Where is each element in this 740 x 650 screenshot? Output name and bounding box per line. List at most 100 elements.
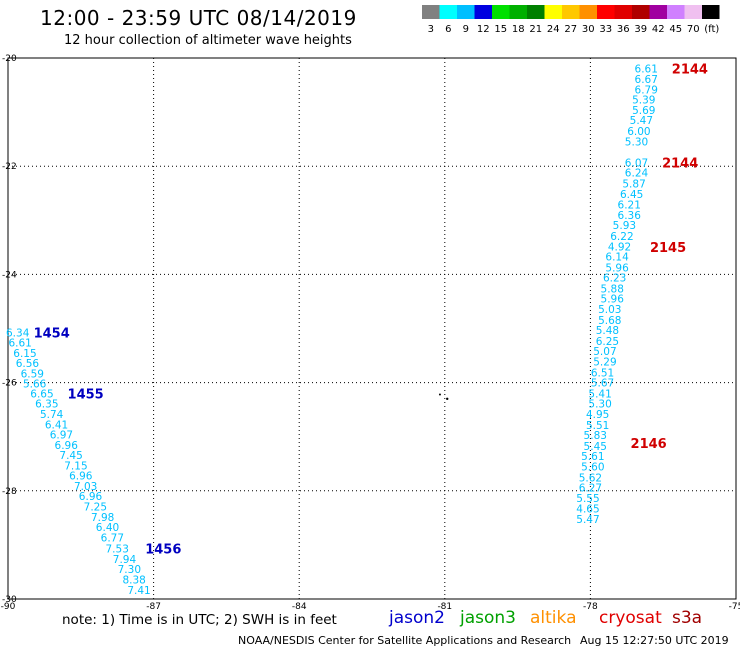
legend-tick-label: 30 xyxy=(582,24,595,35)
page-subtitle: 12 hour collection of altimeter wave hei… xyxy=(64,33,352,48)
wave-height-value: 6.36 xyxy=(618,210,642,222)
wave-height-value: 6.51 xyxy=(591,367,614,379)
wave-height-value: 5.93 xyxy=(613,220,636,232)
wave-height-value: 6.00 xyxy=(627,126,650,138)
wave-height-value: 6.59 xyxy=(21,368,44,380)
lat-tick-label: -22 xyxy=(2,162,17,172)
wave-height-value: 6.96 xyxy=(69,471,93,483)
wave-height-value: 5.69 xyxy=(632,105,655,117)
wave-height-value: 5.45 xyxy=(584,441,607,453)
legend-swatch xyxy=(422,5,440,19)
footer-note: note: 1) Time is in UTC; 2) SWH is in fe… xyxy=(62,612,337,628)
wave-height-value: 6.79 xyxy=(635,84,658,96)
island-marker xyxy=(438,393,441,396)
pass-time-label: 2144 xyxy=(672,62,708,77)
wave-height-map: -90 -87 -84 -81 -78 -75 -20 -22 -24 -26 -28 -30 6.34… xyxy=(1,54,740,612)
wave-height-value: 6.24 xyxy=(625,168,649,180)
legend-swatch xyxy=(562,5,580,19)
legend-tick-label: 42 xyxy=(652,24,665,35)
wave-height-value: 6.61 xyxy=(8,338,31,350)
wave-height-value: 7.41 xyxy=(127,585,150,597)
wave-height-value: 5.47 xyxy=(630,115,653,127)
wave-height-value: 5.87 xyxy=(622,179,645,191)
legend-tick-label: 33 xyxy=(599,24,612,35)
satellite-legend-jason3: jason3 xyxy=(460,608,516,628)
legend-swatch xyxy=(702,5,720,19)
legend-tick-label: 18 xyxy=(512,24,525,35)
legend-swatch xyxy=(527,5,545,19)
lat-tick-label: -20 xyxy=(2,54,17,64)
wave-height-value: 6.97 xyxy=(50,430,73,442)
wave-height-value: 7.25 xyxy=(84,501,107,513)
legend-swatch xyxy=(632,5,650,19)
legend-swatch xyxy=(649,5,667,19)
wave-height-value: 5.48 xyxy=(596,325,619,337)
wave-height-value: 7.30 xyxy=(118,564,141,576)
wave-height-value: 6.15 xyxy=(13,348,36,360)
wave-height-value: 6.27 xyxy=(579,483,602,495)
wave-height-value: 5.55 xyxy=(576,493,599,505)
wave-height-value: 6.34 xyxy=(6,327,30,339)
footer-timestamp: Aug 15 12:27:50 UTC 2019 xyxy=(580,634,729,647)
wave-height-value: 5.07 xyxy=(593,346,616,358)
satellite-legend-s3a: s3a xyxy=(672,608,703,628)
footer-credit: NOAA/NESDIS Center for Satellite Applica… xyxy=(238,634,572,647)
lon-tick-label: -78 xyxy=(583,602,598,612)
wave-height-value: 6.14 xyxy=(605,252,629,264)
legend-tick-label: 24 xyxy=(547,24,560,35)
lon-tick-label: -90 xyxy=(1,602,16,612)
legend-tick-label: 21 xyxy=(529,24,542,35)
pass-time-label: 1454 xyxy=(34,326,70,341)
wave-height-value: 6.25 xyxy=(596,336,619,348)
wave-height-value: 5.30 xyxy=(588,399,611,411)
wave-height-value: 5.74 xyxy=(40,409,64,421)
lat-tick-label: -28 xyxy=(2,487,17,497)
wave-height-value: 5.83 xyxy=(584,430,607,442)
wave-height-value: 8.38 xyxy=(122,575,145,587)
legend-tick-label: 15 xyxy=(494,24,507,35)
wave-height-value: 6.61 xyxy=(635,63,658,75)
pass-time-label: 1455 xyxy=(68,387,104,402)
wave-height-value: 6.45 xyxy=(620,189,643,201)
wave-height-value: 7.45 xyxy=(59,450,82,462)
wave-height-value: 7.03 xyxy=(74,481,97,493)
lat-tick-label: -30 xyxy=(2,595,17,605)
wave-height-value: 5.39 xyxy=(632,95,655,107)
wave-height-value: 5.66 xyxy=(23,379,47,391)
legend-swatch xyxy=(474,5,492,19)
legend-swatch xyxy=(492,5,510,19)
wave-height-value: 5.51 xyxy=(586,420,609,432)
legend-swatch xyxy=(457,5,475,19)
wave-height-value: 6.40 xyxy=(96,522,119,534)
wave-height-value: 5.41 xyxy=(588,388,611,400)
legend-tick-label: 70 xyxy=(687,24,700,35)
wave-height-value: 5.60 xyxy=(581,461,604,473)
legend-tick-label: 9 xyxy=(463,24,469,35)
wave-height-value: 5.30 xyxy=(625,136,648,148)
wave-height-value: 6.23 xyxy=(603,273,626,285)
wave-height-value: 6.22 xyxy=(610,231,633,243)
lon-tick-label: -81 xyxy=(437,602,452,612)
wave-height-value: 7.94 xyxy=(113,554,137,566)
wave-height-value: 6.21 xyxy=(618,200,641,212)
wave-height-value: 5.96 xyxy=(601,294,625,306)
legend-tick-label: 3 xyxy=(428,24,434,35)
wave-height-value: 5.88 xyxy=(601,283,624,295)
legend-swatch xyxy=(597,5,615,19)
wave-height-value: 6.56 xyxy=(16,358,40,370)
legend-unit: (ft) xyxy=(704,24,719,35)
legend-tick-label: 12 xyxy=(477,24,490,35)
page-title: 12:00 - 23:59 UTC 08/14/2019 xyxy=(40,6,357,30)
legend-swatch xyxy=(614,5,632,19)
wave-height-value: 7.15 xyxy=(64,460,87,472)
legend-swatch xyxy=(544,5,562,19)
wave-height-value: 5.03 xyxy=(598,304,621,316)
legend-swatch xyxy=(667,5,685,19)
wave-height-value: 7.53 xyxy=(106,544,129,556)
pass-time-label: 2146 xyxy=(631,437,667,452)
pass-time-label: 1456 xyxy=(145,543,181,558)
wave-height-value: 5.61 xyxy=(581,451,604,463)
legend-swatch xyxy=(684,5,702,19)
map-frame xyxy=(7,57,737,600)
pass-time-label: 2144 xyxy=(662,156,698,171)
